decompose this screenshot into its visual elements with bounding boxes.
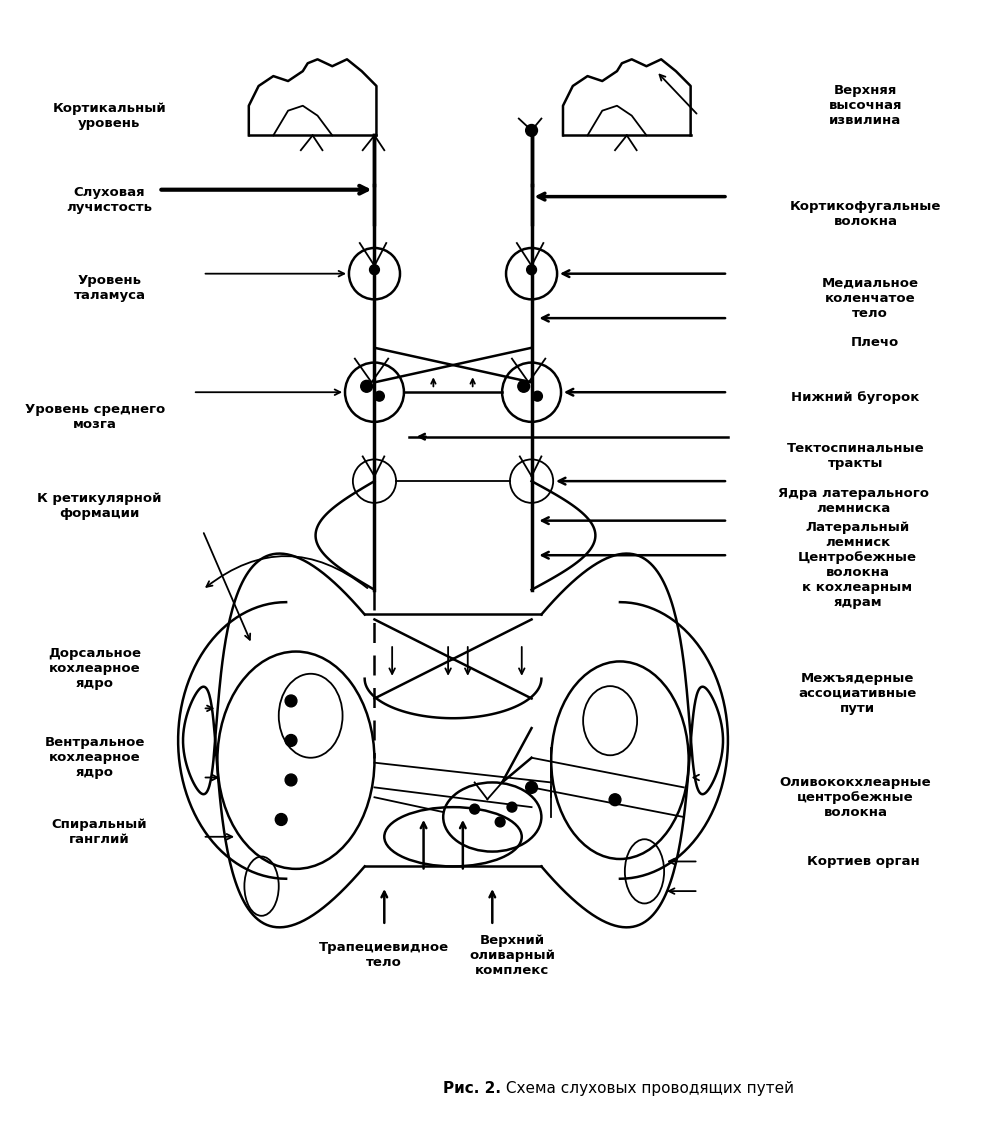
Circle shape: [285, 774, 297, 786]
Text: Уровень
таламуса: Уровень таламуса: [73, 274, 146, 303]
Circle shape: [532, 391, 542, 401]
Text: Латеральный
лемниск: Латеральный лемниск: [805, 522, 910, 549]
Text: Схема слуховых проводящих путей: Схема слуховых проводящих путей: [501, 1082, 794, 1097]
Text: К ретикулярной
формации: К ретикулярной формации: [37, 492, 162, 520]
Text: Центробежные
волокна
к кохлеарным
ядрам: Центробежные волокна к кохлеарным ядрам: [798, 551, 917, 609]
Text: Трапециевидное
тело: Трапециевидное тело: [320, 942, 450, 969]
Circle shape: [276, 813, 287, 826]
Circle shape: [370, 265, 380, 274]
Text: Кортиев орган: Кортиев орган: [807, 855, 920, 868]
Circle shape: [285, 734, 297, 747]
Text: Верхний
оливарный
комплекс: Верхний оливарный комплекс: [469, 934, 554, 977]
Circle shape: [609, 794, 621, 805]
Circle shape: [507, 802, 516, 812]
Circle shape: [285, 695, 297, 707]
Text: Кортикофугальные
волокна: Кортикофугальные волокна: [790, 201, 941, 228]
Circle shape: [496, 817, 505, 827]
Text: Верхняя
высочная
извилина: Верхняя высочная извилина: [828, 84, 902, 127]
Text: Нижний бугорок: Нижний бугорок: [791, 391, 920, 404]
Circle shape: [517, 381, 529, 392]
Text: Ядра латерального
лемниска: Ядра латерального лемниска: [778, 486, 929, 515]
Circle shape: [525, 781, 537, 794]
Text: Медиальное
коленчатое
тело: Медиальное коленчатое тело: [822, 276, 919, 320]
Circle shape: [375, 391, 385, 401]
Text: Уровень среднего
мозга: Уровень среднего мозга: [25, 403, 165, 431]
Text: Кортикальный
уровень: Кортикальный уровень: [53, 102, 166, 130]
Text: Рис. 2.: Рис. 2.: [444, 1082, 501, 1097]
Circle shape: [470, 804, 480, 814]
Text: Межъядерные
ассоциативные
пути: Межъядерные ассоциативные пути: [798, 672, 917, 715]
Text: Плечо: Плечо: [851, 336, 899, 350]
Text: Тектоспинальные
тракты: Тектоспинальные тракты: [787, 443, 924, 470]
Text: Оливококхлеарные
центробежные
волокна: Оливококхлеарные центробежные волокна: [780, 775, 931, 819]
Circle shape: [361, 381, 373, 392]
Circle shape: [525, 125, 537, 136]
Text: Слуховая
лучистость: Слуховая лучистость: [66, 186, 153, 213]
Text: Дорсальное
кохлеарное
ядро: Дорсальное кохлеарное ядро: [48, 647, 141, 690]
Text: Спиральный
ганглий: Спиральный ганглий: [52, 818, 148, 845]
Circle shape: [526, 265, 536, 274]
Text: Вентральное
кохлеарное
ядро: Вентральное кохлеарное ядро: [45, 736, 145, 779]
